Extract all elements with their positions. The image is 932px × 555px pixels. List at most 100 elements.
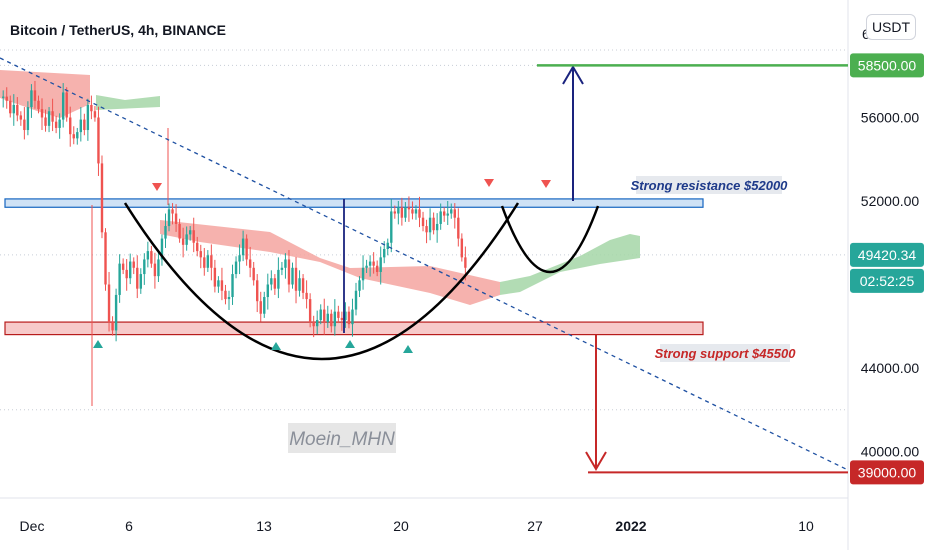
candle: [164, 213, 167, 248]
sell-signal-marker: [152, 183, 162, 191]
candle: [351, 298, 354, 337]
candle: [238, 244, 241, 275]
candle: [400, 197, 404, 226]
candle: [178, 218, 181, 243]
candle: [210, 244, 213, 281]
candle: [206, 250, 210, 272]
candle: [287, 250, 291, 293]
candle: [54, 115, 58, 134]
candle: [446, 201, 449, 226]
watermark: Moein_MHN: [288, 423, 396, 453]
time-axis[interactable]: Dec 6 13 20 27 2022 10: [20, 518, 814, 534]
resistance-zone: [4, 198, 704, 208]
candle: [47, 107, 51, 133]
candle: [457, 208, 460, 247]
x-tick-label: Dec: [20, 518, 45, 534]
candle: [252, 261, 255, 286]
sell-signal-marker: [541, 180, 551, 188]
candle: [5, 87, 8, 109]
candle: [291, 262, 294, 289]
candle: [277, 257, 280, 299]
resistance-label: Strong resistance $52000: [631, 176, 788, 194]
candle: [337, 305, 340, 324]
candle: [333, 299, 337, 336]
candle: [2, 90, 5, 108]
candle: [65, 87, 68, 122]
candle: [12, 94, 15, 126]
candle: [104, 228, 107, 291]
candle: [330, 309, 333, 333]
candle: [358, 276, 361, 298]
candle: [256, 274, 259, 313]
candle: [203, 247, 206, 276]
candle: [270, 270, 273, 291]
candle: [460, 233, 464, 262]
candle: [44, 109, 47, 132]
candle: [432, 212, 435, 235]
candle: [185, 226, 188, 251]
candle: [390, 198, 393, 253]
price-tag-countdown-text: 02:52:25: [860, 273, 915, 289]
candle: [19, 111, 23, 126]
candle: [411, 201, 414, 220]
buy-signal-marker: [271, 342, 281, 350]
candle: [273, 274, 277, 295]
candle: [157, 251, 160, 282]
support-label-text: Strong support $45500: [655, 346, 797, 361]
candle: [213, 259, 217, 293]
trendline: [0, 57, 849, 471]
price-axis[interactable]: 656000.0052000.0044000.0040000.0058500.0…: [850, 26, 924, 485]
candle: [425, 219, 428, 244]
candle: [129, 253, 132, 285]
candle: [344, 302, 347, 328]
candle: [153, 252, 157, 289]
candle: [171, 203, 174, 225]
candle: [365, 259, 368, 274]
x-tick-label: 10: [798, 518, 814, 534]
y-tick-label: 56000.00: [861, 110, 920, 126]
candle: [93, 106, 97, 122]
x-tick-label: 27: [527, 518, 543, 534]
candle: [397, 201, 400, 225]
candle: [375, 260, 379, 277]
candle: [26, 101, 30, 136]
candle: [61, 83, 65, 128]
candle: [248, 246, 252, 278]
candle: [312, 315, 315, 338]
candlestick-series: [2, 80, 467, 406]
candle: [263, 291, 266, 318]
x-tick-label: 13: [256, 518, 272, 534]
price-tag-current: 49420.34: [850, 242, 924, 267]
candle: [23, 107, 26, 140]
candle: [421, 211, 425, 232]
candle: [30, 84, 33, 118]
arrow-head-down: [585, 451, 607, 471]
support-resistance-zones: [4, 198, 704, 336]
candle: [111, 316, 114, 336]
candle: [227, 290, 231, 310]
candle: [97, 106, 100, 176]
candle: [234, 256, 238, 279]
candle: [132, 257, 135, 275]
candle: [404, 202, 407, 222]
candle: [407, 196, 411, 222]
candle: [368, 255, 372, 277]
candle: [220, 267, 224, 301]
candle: [453, 203, 456, 229]
candle: [231, 264, 234, 305]
candle: [143, 253, 146, 285]
currency-button[interactable]: USDT: [866, 14, 916, 40]
candle: [174, 204, 178, 232]
candle: [83, 113, 86, 136]
candle: [428, 208, 432, 241]
candle: [241, 230, 245, 262]
price-tag-target-down: 39000.00: [850, 460, 924, 485]
candle: [90, 95, 93, 120]
candle: [199, 244, 202, 269]
y-tick-label: 40000.00: [861, 444, 920, 460]
symbol-title: Bitcoin / TetherUS, 4h, BINANCE: [10, 22, 226, 38]
candle: [146, 241, 150, 268]
candle: [450, 203, 453, 219]
